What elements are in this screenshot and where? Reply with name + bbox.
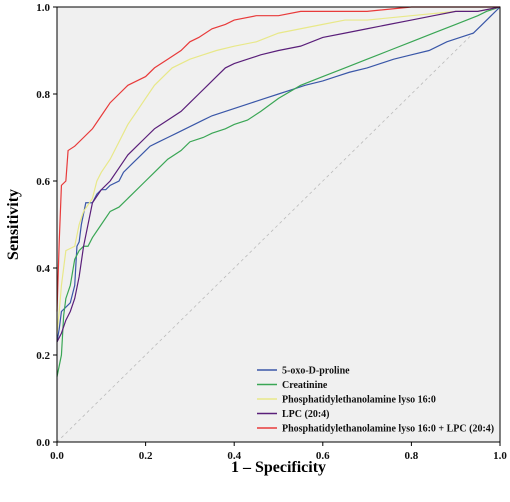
series-line-1 bbox=[56, 6, 501, 343]
series-line-4 bbox=[56, 6, 501, 343]
y-axis: 0.0 0.2 0.4 0.6 0.8 1.0 bbox=[36, 2, 57, 449]
y-axis-title: Sensitivity bbox=[5, 189, 22, 260]
x-tick-label: 0.2 bbox=[139, 450, 153, 462]
legend: 5-oxo-D-proline Creatinine Phosphatidyleth… bbox=[257, 366, 494, 435]
y-tick-label: 0.2 bbox=[36, 350, 50, 362]
series-line-3 bbox=[56, 6, 501, 334]
legend-label: Creatinine bbox=[282, 380, 328, 391]
x-tick-label: 0.4 bbox=[227, 450, 241, 462]
reference-diagonal-line bbox=[56, 6, 501, 443]
series-line-5 bbox=[56, 6, 500, 312]
legend-label: LPC (20:4) bbox=[282, 409, 330, 420]
series-line-2 bbox=[56, 6, 501, 377]
y-tick-label: 0.0 bbox=[36, 437, 50, 449]
legend-label: 5-oxo-D-proline bbox=[282, 366, 350, 377]
y-tick-label: 0.6 bbox=[36, 176, 50, 188]
x-tick-label: 0.6 bbox=[316, 450, 330, 462]
legend-label: Phosphatidylethanolamine lyso 16:0 bbox=[282, 395, 436, 406]
plot-frame bbox=[56, 6, 501, 443]
x-tick-label: 0.0 bbox=[50, 450, 64, 462]
y-tick-label: 1.0 bbox=[36, 2, 50, 14]
x-axis: 0.0 0.2 0.4 0.6 0.8 1.0 bbox=[50, 442, 507, 462]
x-axis-title: 1 – Specificity bbox=[231, 459, 326, 476]
legend-label: Phosphatidylethanolamine lyso 16:0 + LPC… bbox=[282, 424, 494, 435]
y-tick-label: 0.4 bbox=[36, 263, 50, 275]
y-tick-label: 0.8 bbox=[36, 89, 50, 101]
x-tick-label: 0.8 bbox=[405, 450, 419, 462]
series-layer bbox=[56, 6, 501, 377]
x-tick-label: 1.0 bbox=[493, 450, 507, 462]
